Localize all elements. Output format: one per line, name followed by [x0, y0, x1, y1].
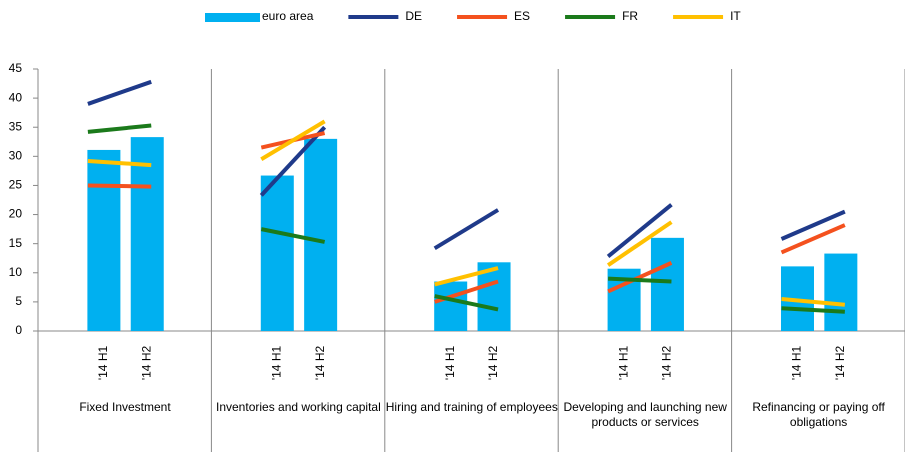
line-segment — [87, 158, 152, 168]
bar — [130, 137, 164, 331]
y-tick-label: 25 — [9, 178, 23, 192]
y-tick-label: 10 — [9, 265, 23, 279]
bar — [824, 253, 858, 331]
y-tick-label: 5 — [15, 294, 22, 308]
bar — [87, 149, 121, 331]
bar — [434, 281, 468, 331]
line-segment — [260, 119, 326, 161]
bar — [260, 175, 294, 331]
y-tick-label: 40 — [9, 90, 23, 104]
group-label: Refinancing or paying off obligations — [752, 400, 885, 429]
legend-swatch — [205, 13, 260, 22]
x-tick-label: '14 H2 — [660, 346, 674, 381]
x-tick-label: '14 H2 — [139, 346, 153, 381]
x-tick-label: '14 H1 — [443, 346, 457, 381]
line-segment — [781, 306, 845, 314]
line-segment — [606, 220, 673, 267]
x-tick-label: '14 H2 — [833, 346, 847, 381]
group-label: Fixed Investment — [79, 400, 171, 414]
x-tick-label: '14 H1 — [96, 346, 110, 381]
x-tick-label: '14 H1 — [269, 346, 283, 381]
line-segment — [433, 208, 500, 251]
legend-label: DE — [405, 9, 422, 23]
legend-label: ES — [514, 9, 530, 23]
legend-label: euro area — [262, 9, 314, 23]
x-tick-label: '14 H1 — [616, 346, 630, 381]
y-tick-label: 20 — [9, 207, 23, 221]
legend-label: IT — [730, 9, 741, 23]
y-tick-label: 35 — [9, 119, 23, 133]
x-tick-label: '14 H2 — [486, 346, 500, 381]
y-tick-label: 30 — [9, 149, 23, 163]
group-label: Inventories and working capital — [216, 400, 381, 414]
line-segment — [87, 123, 152, 134]
line-segment — [260, 227, 326, 244]
bar — [650, 237, 684, 331]
group-label: Developing and launching new products or… — [563, 400, 727, 429]
y-tick-label: 15 — [9, 236, 23, 250]
line-segment — [87, 79, 152, 106]
x-tick-label: '14 H1 — [790, 346, 804, 381]
legend-label: FR — [622, 9, 638, 23]
line-segment — [780, 223, 846, 255]
line-segment — [434, 294, 499, 312]
line-segment — [780, 209, 846, 241]
line-segment — [606, 203, 673, 259]
group-label: Hiring and training of employees — [385, 400, 558, 414]
x-tick-label: '14 H2 — [313, 346, 327, 381]
y-tick-label: 0 — [15, 323, 22, 337]
line-segment — [87, 183, 152, 189]
line-segment — [434, 266, 499, 287]
line-segment — [608, 276, 672, 284]
line-segment — [781, 296, 846, 307]
line-segment — [607, 261, 673, 294]
bar — [304, 138, 338, 331]
y-tick-label: 45 — [9, 61, 23, 75]
line-segment — [259, 125, 327, 197]
